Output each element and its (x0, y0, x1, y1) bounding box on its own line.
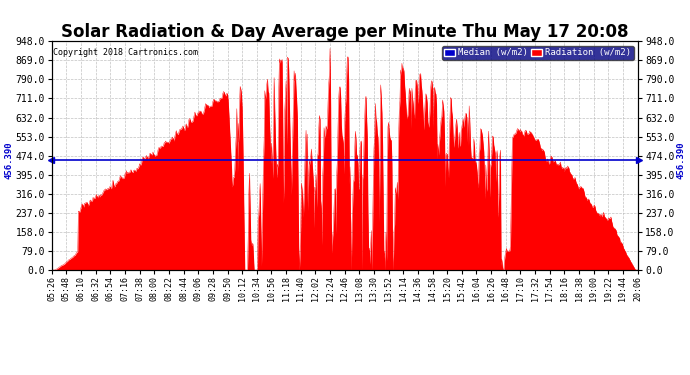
Title: Solar Radiation & Day Average per Minute Thu May 17 20:08: Solar Radiation & Day Average per Minute… (61, 23, 629, 41)
Text: 456.390: 456.390 (676, 141, 685, 178)
Legend: Median (w/m2), Radiation (w/m2): Median (w/m2), Radiation (w/m2) (442, 46, 633, 60)
Text: 456.390: 456.390 (5, 141, 14, 178)
Text: Copyright 2018 Cartronics.com: Copyright 2018 Cartronics.com (53, 48, 198, 57)
